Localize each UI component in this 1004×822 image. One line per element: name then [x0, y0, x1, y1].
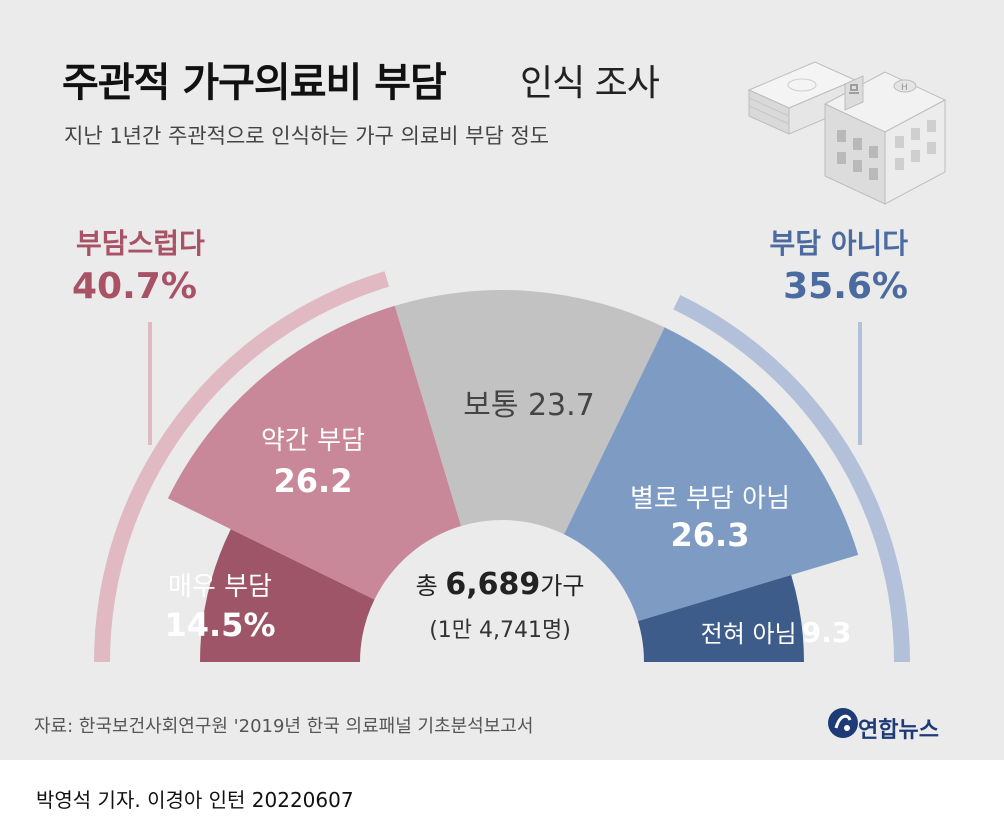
segment-value-not-at-all: 9.3 — [801, 616, 852, 649]
segment-label-some-burden: 약간 부담 — [261, 426, 365, 456]
svg-text:H: H — [901, 83, 908, 93]
chart-title-suffix: 인식 조사 — [520, 63, 660, 104]
chart-subtitle: 지난 1년간 주관적으로 인식하는 가구 의료비 부담 정도 — [64, 124, 550, 148]
semi-donut-chart — [94, 271, 910, 662]
segment-label-normal: 보통 — [463, 388, 519, 423]
slice-very-burden — [200, 529, 375, 662]
total-prefix: 총 — [415, 572, 438, 600]
segment-value-not-much: 26.3 — [670, 516, 750, 554]
no-burden-group-label: 부담 아니다 — [769, 227, 908, 260]
segment-value-some-burden: 26.2 — [273, 462, 353, 500]
yonhap-logo-text: 연합뉴스 — [858, 718, 939, 743]
yonhap-logo-icon — [828, 708, 858, 738]
byline: 박영석 기자. 이경아 인턴 20220607 — [36, 788, 354, 812]
burden-group-value: 40.7% — [72, 266, 197, 307]
hospital-building-icon: H — [823, 71, 947, 205]
hospital-illustration: H — [747, 61, 947, 205]
slice-some-burden — [167, 305, 462, 600]
segment-value-very-burden: 14.5% — [164, 606, 276, 644]
slice-not-much — [564, 327, 859, 622]
burden-group-ring — [94, 271, 390, 662]
no-burden-group-ring — [673, 295, 910, 662]
slice-not-at-all — [637, 575, 804, 662]
source-note: 자료: 한국보건사회연구원 '2019년 한국 의료패널 기초분석보고서 — [34, 716, 534, 737]
segment-value-normal: 23.7 — [527, 388, 595, 423]
segment-not-at-all: 전혀 아님 9.3 — [676, 614, 876, 649]
total-persons: (1만 4,741명) — [429, 618, 571, 643]
segment-label-not-much: 별로 부담 아님 — [629, 484, 791, 514]
segment-label-very-burden: 매우 부담 — [168, 572, 272, 602]
total-unit: 가구 — [540, 572, 585, 600]
slice-normal — [394, 290, 665, 535]
no-burden-group-value: 35.6% — [783, 266, 908, 307]
total-households: 총 6,689가구 — [400, 566, 600, 602]
segment-normal: 보통 23.7 — [444, 380, 614, 424]
total-number: 6,689 — [445, 567, 541, 602]
segment-label-not-at-all: 전혀 아님 — [700, 620, 797, 648]
burden-group-label: 부담스럽다 — [76, 227, 205, 260]
chart-title: 주관적 가구의료비 부담 — [62, 60, 447, 106]
